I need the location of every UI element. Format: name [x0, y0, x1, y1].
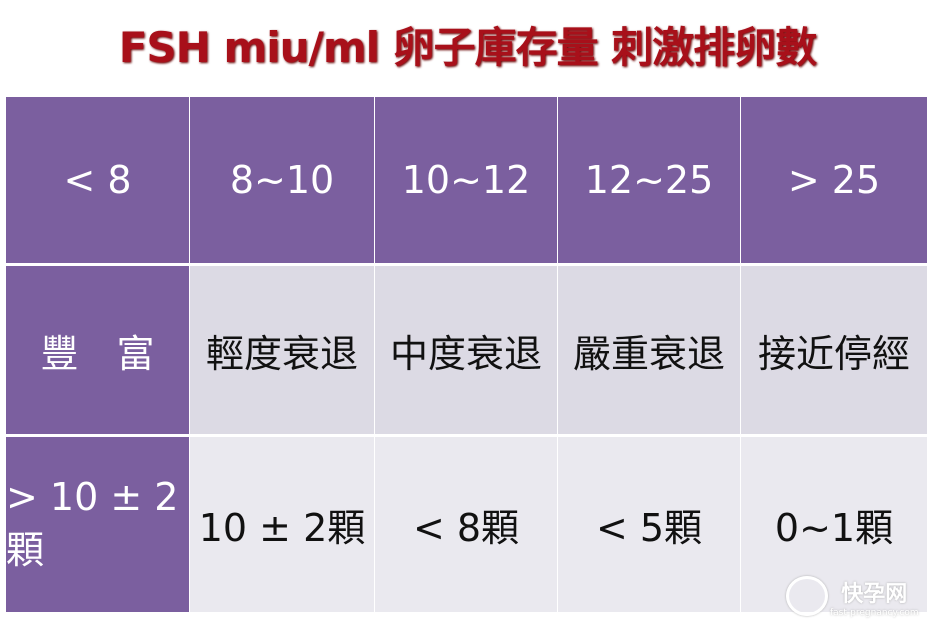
ovulation-cell: < 8顆 — [375, 437, 558, 612]
header-cell: < 8 — [6, 97, 190, 263]
fsh-table: < 8 8~10 10~12 12~25 > 25 豐 富 輕度衰退 中度衰退 … — [6, 97, 928, 612]
heart-logo-icon — [786, 576, 828, 616]
reserve-cell: 嚴重衰退 — [558, 266, 741, 434]
watermark-url: fast-pregnancy.com — [830, 608, 919, 618]
ovulation-cell: < 5顆 — [558, 437, 741, 612]
watermark-name: 快孕网 — [841, 582, 908, 607]
header-cell: 10~12 — [375, 97, 558, 263]
ovulation-cell: 10 ± 2顆 — [190, 437, 375, 612]
watermark: 快孕网 fast-pregnancy.com — [786, 576, 919, 618]
header-cell: > 25 — [741, 97, 928, 263]
reserve-cell: 接近停經 — [741, 266, 928, 434]
header-cell: 8~10 — [190, 97, 375, 263]
reserve-cell: 輕度衰退 — [190, 266, 375, 434]
reserve-cell: 豐 富 — [6, 266, 190, 434]
page-title: FSH miu/ml 卵子庫存量 刺激排卵數 — [118, 23, 818, 72]
reserve-cell: 中度衰退 — [375, 266, 558, 434]
header-cell: 12~25 — [558, 97, 741, 263]
ovulation-cell: 0~1顆 — [741, 437, 928, 612]
ovulation-cell: > 10 ± 2顆 — [6, 437, 190, 612]
